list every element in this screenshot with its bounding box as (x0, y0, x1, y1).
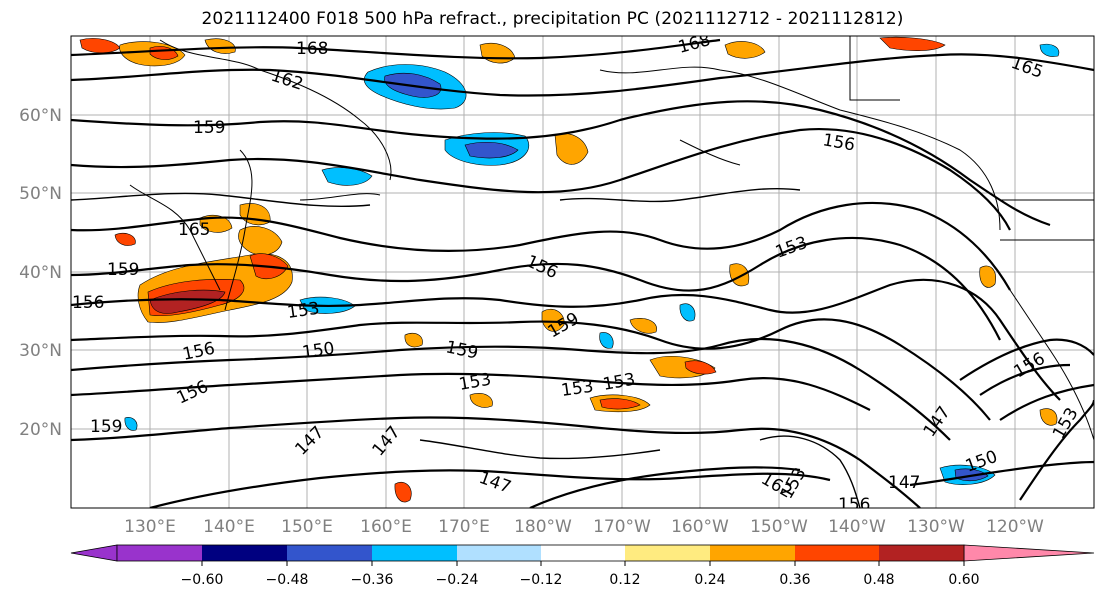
colorbar-segment (541, 545, 625, 561)
lon-label: 170°W (593, 517, 651, 537)
contour-label: 156 (838, 495, 870, 515)
longitude-labels: 130°E 140°E 150°E 160°E 170°E 180°W 170°… (124, 517, 1044, 537)
colorbar-tick-label: −0.24 (436, 572, 479, 588)
lon-label: 150°W (750, 517, 808, 537)
colorbar-segment (117, 545, 202, 561)
colorbar-tick-label: 0.48 (863, 572, 894, 588)
contour-label: 159 (193, 118, 225, 138)
colorbar-segment (879, 545, 964, 561)
lon-label: 130°E (124, 517, 176, 537)
contour-label: 159 (107, 260, 139, 280)
lon-label: 130°W (907, 517, 965, 537)
contour-label: 156 (72, 293, 104, 313)
lon-label: 170°E (438, 517, 490, 537)
colorbar-tick-label: −0.12 (520, 572, 563, 588)
colorbar-tick-label: −0.48 (266, 572, 309, 588)
lon-label: 160°W (671, 517, 729, 537)
precip-shading (79, 36, 1060, 503)
lat-label: 60°N (19, 106, 62, 126)
colorbar-segment (372, 545, 457, 561)
colorbar-tick-label: 0.60 (948, 572, 979, 588)
contour-lines (71, 38, 1094, 508)
colorbar-tick-label: −0.60 (181, 572, 224, 588)
colorbar-tick-label: 0.12 (609, 572, 640, 588)
colorbar-segment (287, 545, 372, 561)
colorbar-segment (625, 545, 710, 561)
latitude-labels: 60°N 50°N 40°N 30°N 20°N (19, 106, 62, 440)
contour-label: 150 (301, 339, 336, 363)
lat-label: 40°N (19, 263, 62, 283)
lat-label: 50°N (19, 184, 62, 204)
lon-label: 140°W (828, 517, 886, 537)
colorbar-segment (457, 545, 541, 561)
contour-label: 147 (888, 473, 920, 493)
lat-label: 30°N (19, 341, 62, 361)
colorbar-tick-label: 0.36 (779, 572, 810, 588)
colorbar-tick-label: −0.36 (351, 572, 394, 588)
lon-label: 180°W (514, 517, 572, 537)
map-title: 2021112400 F018 500 hPa refract., precip… (201, 9, 904, 29)
lon-label: 150°E (281, 517, 333, 537)
contour-lines-thin (71, 187, 861, 508)
contour-label: 153 (560, 377, 595, 401)
colorbar-tick-label: 0.24 (694, 572, 725, 588)
colorbar-ticks (201, 561, 965, 566)
contour-label: 159 (90, 417, 122, 437)
lat-label: 20°N (19, 420, 62, 440)
colorbar-left-extension (70, 544, 118, 562)
map-frame (70, 35, 1095, 509)
colorbar: −0.60 −0.48 −0.36 −0.24 −0.12 0.12 0.24 … (70, 544, 1095, 588)
colorbar-right-extension (963, 544, 1095, 562)
lon-label: 160°E (360, 517, 412, 537)
colorbar-segment (710, 545, 795, 561)
colorbar-tick-labels: −0.60 −0.48 −0.36 −0.24 −0.12 0.12 0.24 … (181, 572, 980, 588)
contour-label: 168 (296, 39, 328, 59)
colorbar-segment (795, 545, 879, 561)
colorbar-segment (202, 545, 287, 561)
contour-label: 153 (286, 299, 321, 323)
lon-label: 140°E (203, 517, 255, 537)
coastlines (129, 36, 1094, 441)
lon-label: 120°W (986, 517, 1044, 537)
contour-label: 165 (178, 220, 210, 240)
